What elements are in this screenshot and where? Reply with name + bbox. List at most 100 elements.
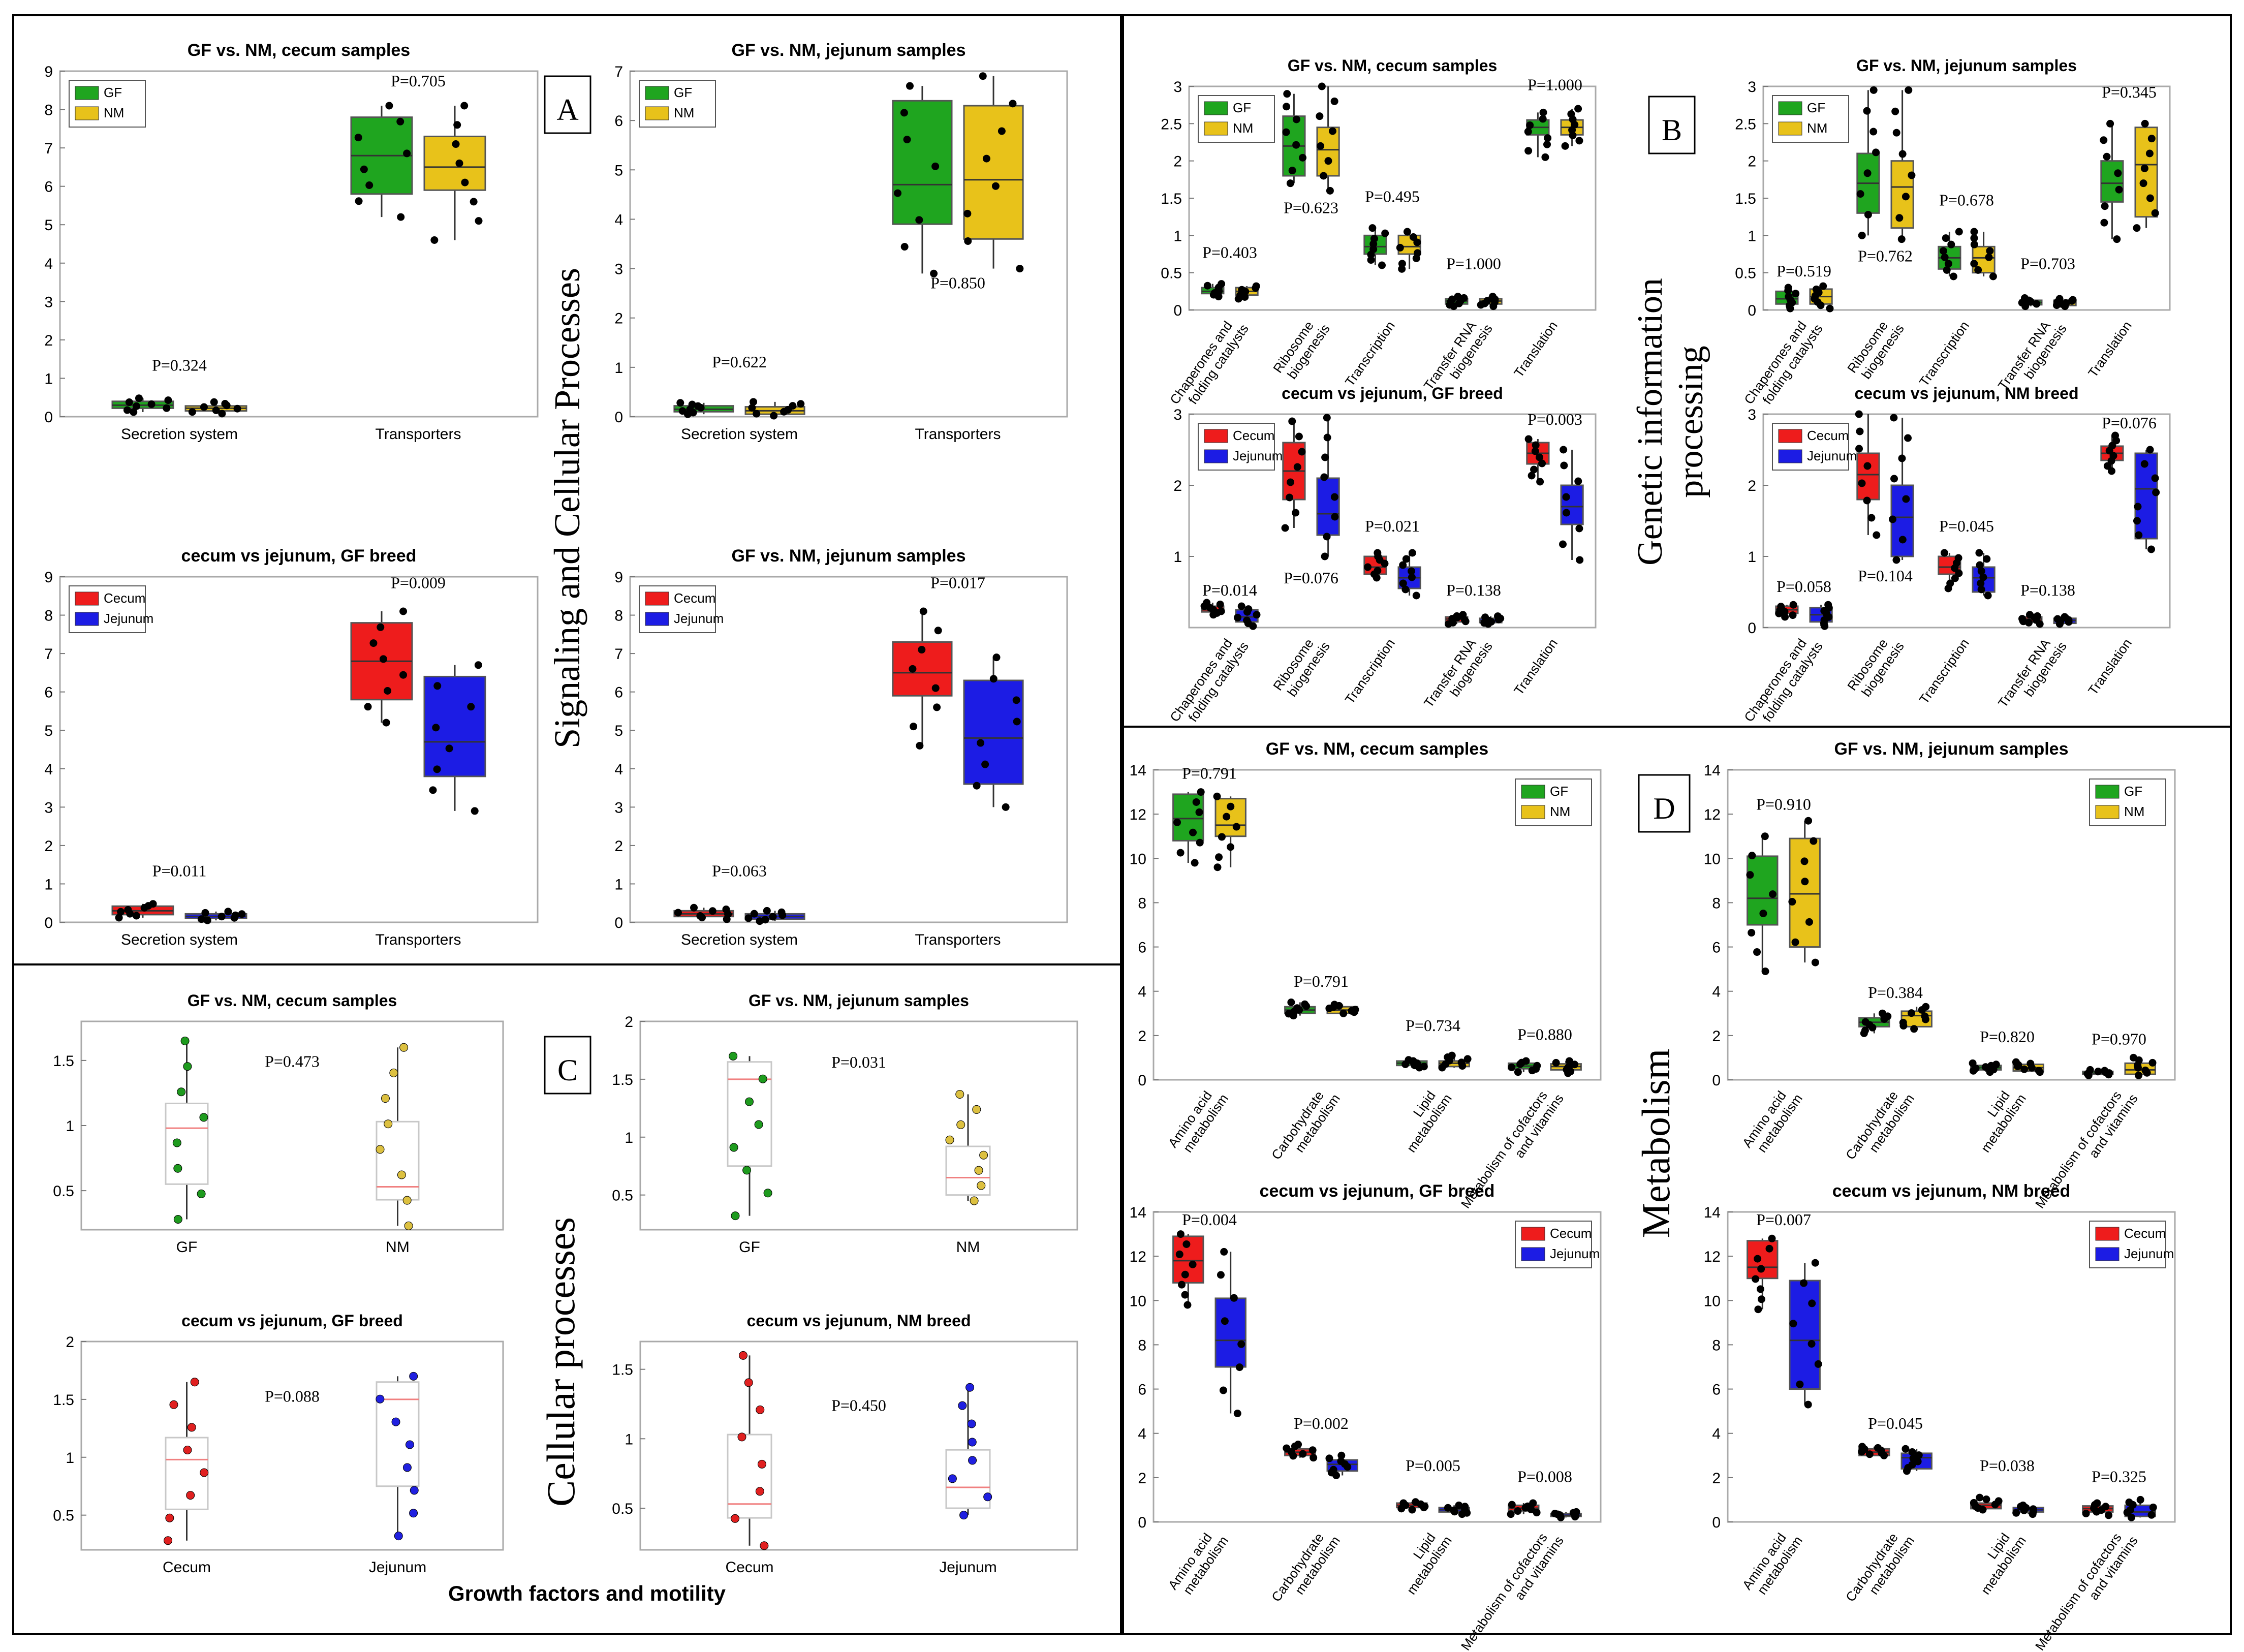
data-point xyxy=(1323,414,1331,422)
data-point xyxy=(1888,515,1896,523)
x-tick-label: Secretion system xyxy=(681,426,798,443)
data-point xyxy=(1182,1240,1191,1248)
y-tick-label: 8 xyxy=(1138,895,1146,912)
data-point xyxy=(763,907,771,915)
data-point xyxy=(399,671,408,679)
y-tick-label: 7 xyxy=(614,64,623,80)
data-point xyxy=(678,407,687,415)
y-tick-label: 0 xyxy=(1138,1514,1146,1531)
data-point xyxy=(190,1378,199,1387)
data-point xyxy=(973,782,981,790)
data-point xyxy=(1293,463,1301,471)
data-point xyxy=(397,1170,406,1179)
data-point xyxy=(1252,282,1260,290)
data-point xyxy=(1463,1055,1472,1063)
data-point xyxy=(1983,555,1991,563)
data-point xyxy=(1941,253,1949,261)
data-point xyxy=(931,162,940,170)
y-tick-label: 0 xyxy=(1712,1514,1721,1531)
data-point xyxy=(1970,234,1978,242)
p-value-label: P=0.324 xyxy=(152,356,207,374)
legend-swatch-jejunum xyxy=(1204,449,1228,463)
data-point xyxy=(1213,863,1222,871)
data-point xyxy=(369,639,378,647)
box-nm xyxy=(963,105,1024,240)
legend-label: Jejunum xyxy=(2124,1246,2174,1261)
data-point xyxy=(1777,603,1785,611)
legend-swatch-cecum xyxy=(1204,429,1228,443)
y-tick-label: 1 xyxy=(625,1431,633,1448)
data-point xyxy=(742,1166,752,1175)
data-point xyxy=(676,399,684,407)
data-point xyxy=(1299,153,1307,162)
y-tick-label: 2 xyxy=(44,332,53,349)
y-tick-label: 6 xyxy=(1138,1382,1146,1398)
data-point xyxy=(1552,1058,1560,1067)
data-point xyxy=(998,127,1006,135)
chart-c3: cecum vs jejunum, GF breed 0.5 1 1.5 2 Cecum P… xyxy=(53,1312,504,1576)
box-gf xyxy=(2100,160,2124,203)
x-tick-label: Jejunum xyxy=(939,1559,996,1576)
data-point xyxy=(2152,488,2160,496)
chart-title: GF vs. NM, cecum samples xyxy=(1288,56,1498,75)
data-point xyxy=(1863,496,1871,505)
data-point xyxy=(900,243,909,251)
data-point xyxy=(405,1440,414,1449)
y-tick-label: 2 xyxy=(625,1014,633,1031)
data-point xyxy=(1944,260,1952,268)
data-point xyxy=(1759,910,1767,918)
data-point xyxy=(1318,82,1326,90)
data-point xyxy=(2146,194,2154,202)
y-tick-label: 1.5 xyxy=(612,1072,633,1088)
plot-frame xyxy=(639,1020,1078,1231)
chart-c2: GF vs. NM, jejunum samples 0.5 1 1.5 2 GF P=0.… xyxy=(612,991,1078,1256)
data-point xyxy=(1287,999,1295,1006)
y-tick-label: 6 xyxy=(1712,1382,1721,1398)
legend-label: NM xyxy=(2124,804,2144,819)
legend-label: Cecum xyxy=(674,590,715,606)
data-point xyxy=(1196,838,1204,847)
data-point xyxy=(894,189,902,197)
p-value-label: P=0.007 xyxy=(1756,1210,1811,1229)
data-point xyxy=(1873,531,1881,539)
data-point xyxy=(769,913,777,921)
y-tick-label: 0 xyxy=(44,409,53,426)
p-value-label: P=0.791 xyxy=(1294,972,1349,990)
legend-label: Cecum xyxy=(1550,1226,1592,1241)
data-point xyxy=(117,908,125,916)
data-point xyxy=(1459,611,1467,619)
y-tick-label: 2 xyxy=(1138,1028,1146,1045)
legend-swatch-jejunum xyxy=(1521,1247,1545,1261)
legend-swatch-cecum xyxy=(1778,429,1802,443)
data-point xyxy=(384,1119,393,1129)
data-point xyxy=(2141,119,2149,128)
data-point xyxy=(2103,152,2111,161)
p-value-label: P=0.031 xyxy=(831,1053,886,1071)
data-point xyxy=(474,661,482,669)
y-tick-label: 2 xyxy=(1748,478,1756,494)
data-point xyxy=(910,723,918,731)
data-point xyxy=(756,1405,765,1414)
data-point xyxy=(164,396,172,404)
plot-frame xyxy=(1152,1211,1602,1523)
data-point xyxy=(974,1166,983,1175)
data-point xyxy=(149,900,157,908)
p-value-label: P=0.450 xyxy=(831,1396,886,1415)
y-tick-label: 2 xyxy=(614,838,623,855)
legend-label: Cecum xyxy=(1233,428,1274,443)
data-point xyxy=(1533,1062,1541,1070)
legend-swatch-gf xyxy=(2095,785,2120,799)
data-point xyxy=(402,1196,412,1205)
data-point xyxy=(1288,417,1296,425)
y-tick-label: 6 xyxy=(614,684,623,701)
data-point xyxy=(218,410,226,418)
data-point xyxy=(1398,260,1406,268)
data-point xyxy=(1939,247,1947,255)
legend: Cecum Jejunum xyxy=(1772,423,1857,471)
data-point xyxy=(1789,601,1797,609)
data-point xyxy=(1405,1056,1413,1064)
data-point xyxy=(2100,219,2108,227)
plot-frame xyxy=(629,576,1068,923)
y-tick-label: 7 xyxy=(614,646,623,663)
data-point xyxy=(1444,1504,1452,1512)
